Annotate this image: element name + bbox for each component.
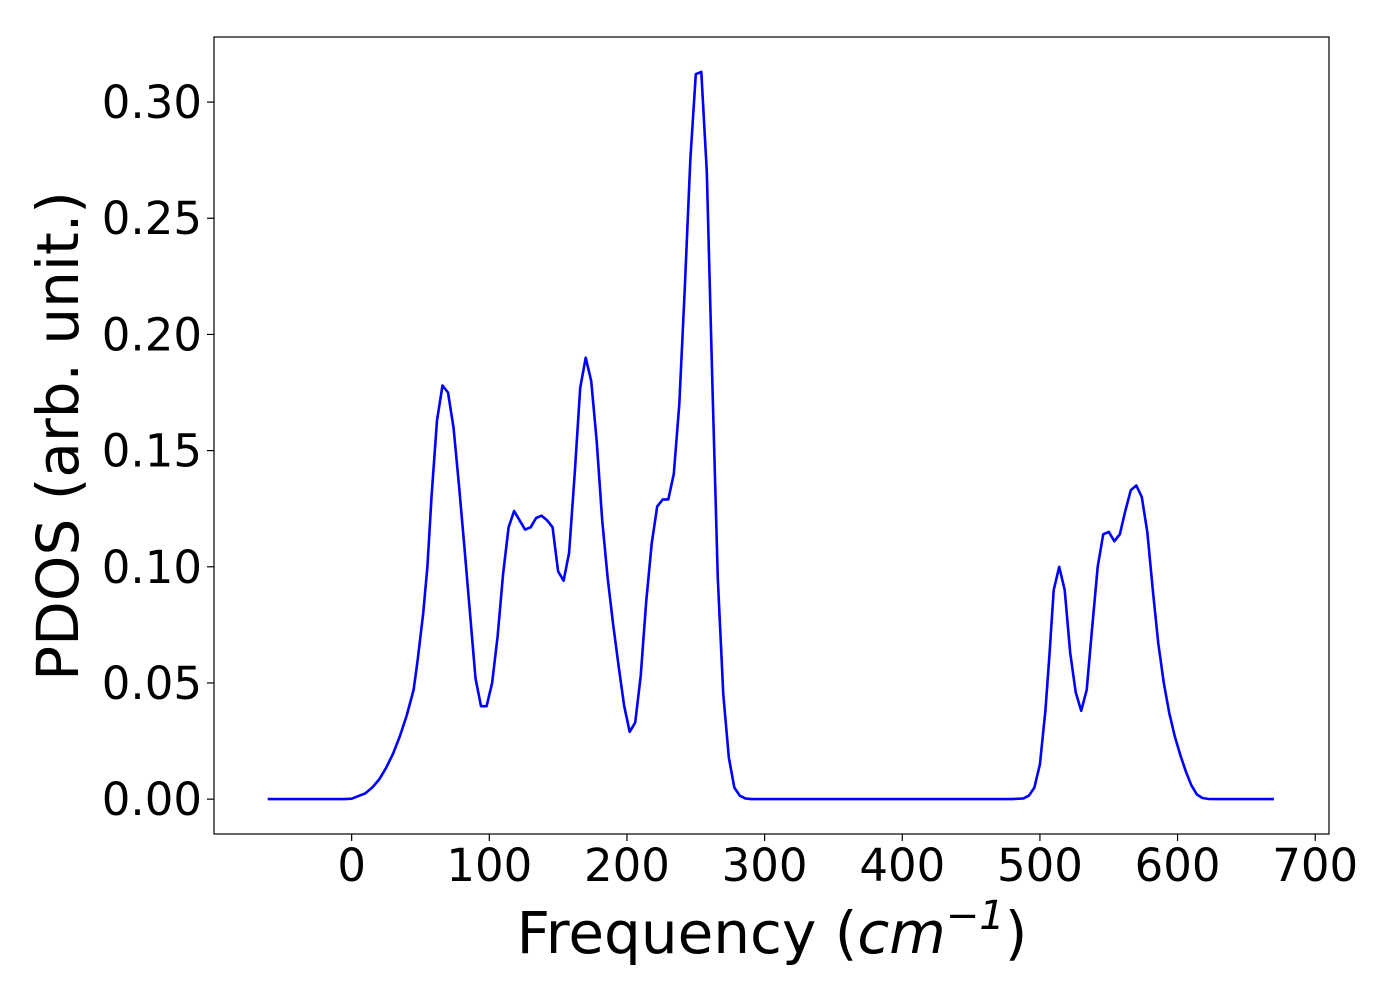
x-tick-label: 600 [1135, 839, 1221, 892]
series-line [267, 70, 1274, 801]
plot-area [267, 70, 1274, 801]
x-tick-label: 200 [584, 839, 670, 892]
x-axis-ticks: 0 100 200 300 400 500 600 700 [337, 834, 1358, 892]
x-axis-label-text: Frequency [517, 899, 817, 967]
x-tick-label: 100 [446, 839, 532, 892]
y-axis-ticks: 0.00 0.05 0.10 0.15 0.20 0.25 0.30 [102, 76, 214, 826]
y-tick-label: 0.05 [102, 657, 202, 710]
x-tick-label: 300 [722, 839, 808, 892]
x-axis-label: Frequency (cm−1) [517, 893, 1028, 967]
y-axis-label: PDOS (arb. unit.) [24, 191, 92, 681]
x-tick-label: 400 [859, 839, 945, 892]
x-tick-label: 500 [997, 839, 1083, 892]
y-tick-label: 0.30 [102, 76, 202, 129]
plot-frame [213, 36, 1330, 835]
y-tick-label: 0.10 [102, 541, 202, 594]
y-tick-label: 0.20 [102, 308, 202, 361]
x-tick-label: 700 [1272, 839, 1358, 892]
y-tick-label: 0.00 [102, 773, 202, 826]
x-tick-label: 0 [337, 839, 366, 892]
y-tick-label: 0.25 [102, 192, 202, 245]
y-tick-label: 0.15 [102, 425, 202, 478]
x-axis-unit-exponent: −1 [946, 893, 1005, 939]
x-axis-unit: cm [857, 899, 945, 967]
